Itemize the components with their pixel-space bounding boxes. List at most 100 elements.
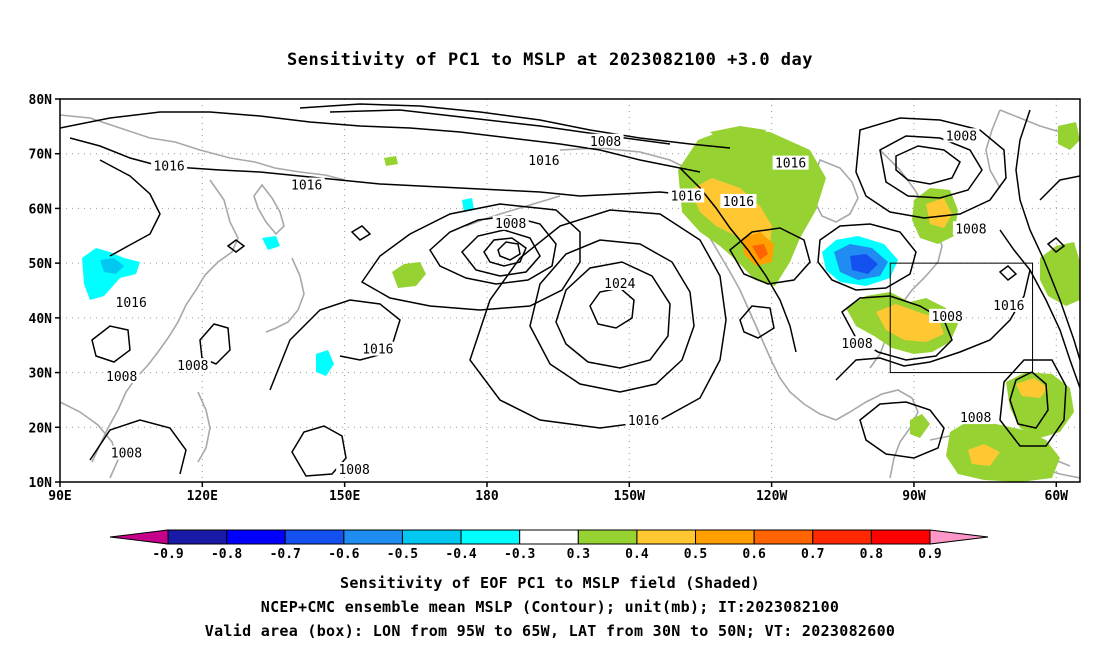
colorbar-swatch	[577, 529, 638, 545]
contour-atlantic-4	[999, 229, 1080, 389]
lat-tick-label: 30N	[29, 367, 53, 382]
contour-1008-w2	[199, 323, 231, 365]
colorbar-swatch	[167, 529, 228, 545]
contour-na-1016	[679, 167, 797, 353]
lat-tick-label: 50N	[29, 257, 53, 272]
colorbar-label: 0.4	[625, 547, 649, 562]
contour-label-bg	[943, 128, 980, 143]
contour-low-pacific-4	[497, 241, 521, 261]
contour-label: 1016	[291, 179, 322, 194]
contour-1008-mid	[817, 223, 917, 291]
colorbar-swatch	[812, 529, 872, 545]
colorbar-right-triangle	[929, 529, 989, 545]
lat-tick-label: 60N	[29, 202, 53, 217]
contour-label: 1008	[177, 359, 208, 374]
contour-1008-sw	[89, 419, 187, 475]
colorbar-label: -0.3	[504, 547, 535, 562]
lon-tick-label: 90W	[902, 489, 926, 504]
shade-green-mexico	[910, 414, 930, 438]
shade-orange-na-west	[690, 178, 772, 252]
lat-tick-label: 10N	[29, 476, 53, 491]
contour-label: 1008	[955, 222, 986, 237]
contour-atlantic-5	[1015, 109, 1080, 361]
contour-label: 1016	[116, 296, 147, 311]
contour-label-bg	[957, 410, 994, 425]
lat-tick-label: 40N	[29, 312, 53, 327]
contour-label-bg	[601, 276, 638, 291]
colorbar-label: -0.6	[328, 547, 359, 562]
lat-tick-label: 70N	[29, 148, 53, 163]
contour-small-loop-4	[998, 265, 1018, 281]
coast-indochina	[60, 401, 119, 479]
contour-1008-hudson	[855, 117, 1007, 219]
shade-green-caribbean	[946, 420, 1060, 482]
colorbar-swatch	[401, 529, 462, 545]
lat-tick-label: 80N	[29, 93, 53, 108]
shade-green-siberia	[384, 156, 398, 166]
contour-label-bg	[839, 336, 876, 351]
contour-label: 1016	[775, 157, 806, 172]
contour-label: 1016	[153, 159, 184, 174]
valid-area-box	[889, 262, 1034, 374]
contour-small-loop-2	[350, 225, 372, 241]
lon-tick-label: 90E	[48, 489, 71, 504]
lon-tick-label: 60W	[1045, 489, 1069, 504]
lon-tick-label: 120W	[756, 489, 787, 504]
contour-1008-na-2	[739, 305, 775, 339]
shade-cyan-manchuria	[262, 236, 280, 250]
colorbar-swatch	[753, 529, 814, 545]
gridlines	[60, 99, 1080, 482]
chart-title: Sensitivity of PC1 to MSLP at 2023082100…	[286, 50, 813, 70]
contour-label: 1016	[528, 154, 559, 169]
contour-1008-south-pac	[291, 425, 347, 477]
contour-1008-na-low	[729, 227, 811, 285]
coast-okhotsk-east-asia	[91, 179, 239, 463]
contour-label: 1008	[111, 447, 142, 462]
contour-label-bg	[720, 193, 757, 208]
contour-small-loop-3	[1046, 237, 1066, 253]
shade-orange-caribbean	[968, 444, 1000, 466]
contour-1008-arctic	[299, 103, 731, 149]
coast-kamchatka	[253, 183, 285, 236]
contour-label: 1008	[495, 217, 526, 232]
colorbar-swatch	[870, 529, 931, 545]
contour-high-core	[589, 287, 635, 329]
contour-asia-inner	[99, 159, 161, 257]
contour-label-bg	[525, 152, 562, 167]
shade-green-pacific-mid	[392, 262, 426, 288]
contour-label: 1008	[590, 135, 621, 150]
coast-japan	[265, 257, 305, 333]
caption-line-1: Sensitivity of EOF PC1 to MSLP field (Sh…	[340, 574, 760, 592]
contour-label-bg	[929, 308, 966, 323]
colorbar-swatch	[460, 529, 521, 545]
colorbar-swatch	[519, 529, 579, 545]
contour-label: 1016	[671, 189, 702, 204]
coast-gulf	[835, 389, 919, 479]
colorbar-swatch	[636, 529, 697, 545]
mslp-contours	[60, 103, 1080, 477]
colorbar: -0.9 -0.8 -0.7 -0.6 -0.5 -0.4 -0.3 0.3 0.4 0.5 0.6…	[109, 529, 989, 562]
coast-philippines	[197, 391, 211, 463]
contour-1008-gulf	[859, 401, 945, 459]
contour-high-1024-outer	[529, 239, 695, 393]
shade-cyan-china	[82, 248, 140, 300]
colorbar-swatch	[343, 529, 403, 545]
shade-blue-great-lakes	[850, 254, 878, 274]
shade-green-ne	[1058, 122, 1080, 150]
contour-atlantic-3	[1039, 175, 1080, 201]
contour-label-bg	[492, 215, 529, 230]
contour-high-1016	[469, 209, 727, 429]
contour-label-bg	[990, 297, 1027, 312]
lon-tick-label: 180	[475, 489, 499, 504]
coast-na-west	[689, 207, 837, 421]
contour-label: 1016	[362, 343, 393, 358]
contour-labels: 1016 1016 1008 1016 1016 1016 1016 1008 1008 1024…	[103, 128, 1027, 478]
contour-low-pacific-1	[429, 215, 557, 285]
contour-1016-south	[269, 299, 401, 391]
contour-1008-hudson-3	[895, 145, 961, 185]
contour-label-bg	[174, 358, 211, 373]
shade-green-alaska-top	[710, 126, 766, 150]
shade-orange-east-canada	[926, 198, 952, 228]
